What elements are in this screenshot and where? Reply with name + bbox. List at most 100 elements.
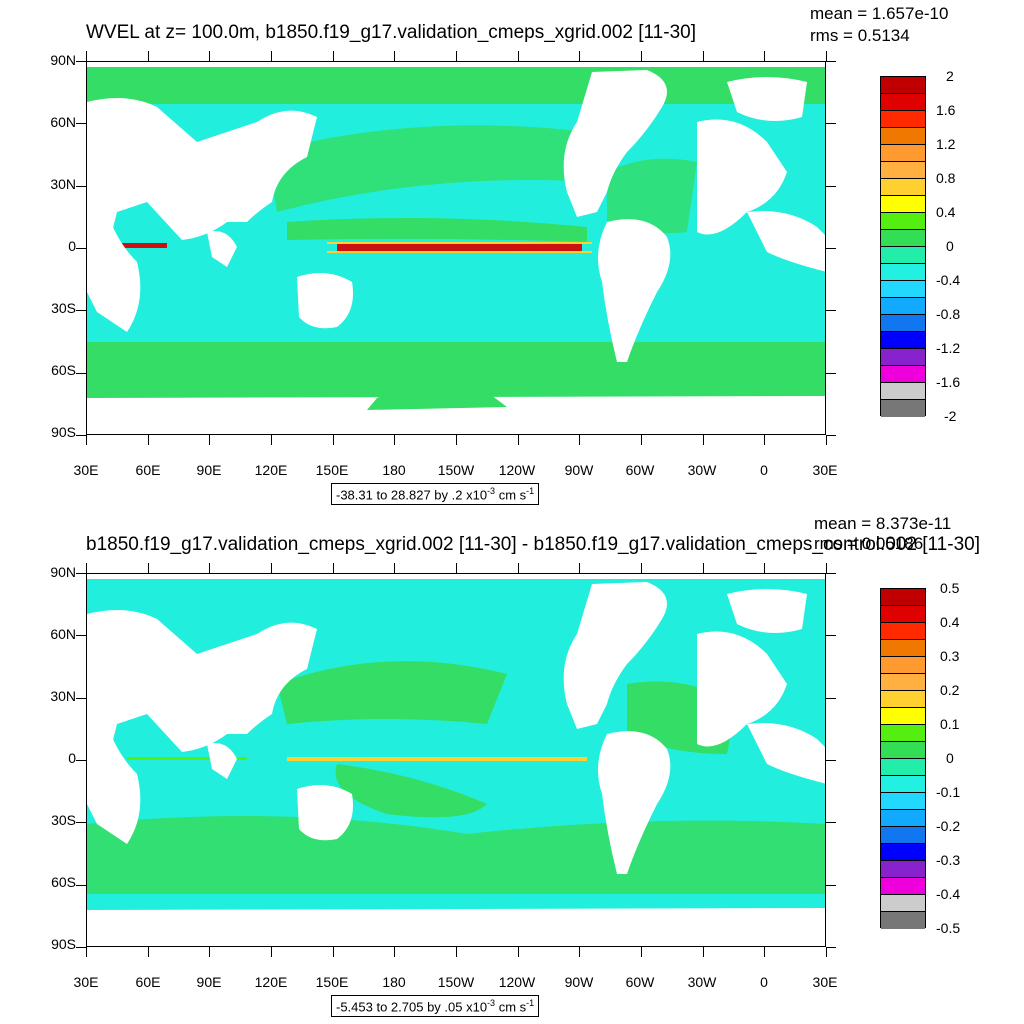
x-tick xyxy=(86,563,87,573)
y-tick xyxy=(76,947,86,948)
x-tick xyxy=(456,563,457,573)
y-tick xyxy=(76,573,86,574)
x-tick xyxy=(333,947,334,957)
y-tick xyxy=(826,373,836,374)
y-tick xyxy=(826,61,836,62)
bottom-range-label: -5.453 to 2.705 by .05 x10-3 cm s-1 xyxy=(331,995,540,1018)
bottom-map-plot xyxy=(86,573,826,947)
x-tick xyxy=(148,947,149,957)
lon-label: 90E xyxy=(196,974,222,990)
x-tick xyxy=(394,947,395,957)
x-tick xyxy=(703,563,704,573)
x-tick xyxy=(826,435,827,445)
x-tick xyxy=(518,435,519,445)
lat-label: 90S xyxy=(51,424,76,440)
colorbar-label: 0.2 xyxy=(940,682,960,698)
x-tick xyxy=(333,563,334,573)
x-tick xyxy=(394,563,395,573)
colorbar-label: 0.3 xyxy=(940,648,960,664)
x-tick xyxy=(579,563,580,573)
x-tick xyxy=(764,947,765,957)
lat-label: 60S xyxy=(51,362,76,378)
x-tick xyxy=(148,435,149,445)
bottom-mean-stat: mean = 8.373e-11 xyxy=(814,514,952,533)
x-tick xyxy=(209,563,210,573)
colorbar-label: 0.8 xyxy=(936,170,956,186)
x-tick xyxy=(456,51,457,61)
lat-label: 60N xyxy=(50,626,76,642)
australia-land xyxy=(297,785,353,841)
y-tick xyxy=(76,186,86,187)
top-colorbar xyxy=(880,76,926,417)
x-tick xyxy=(826,563,827,573)
lat-label: 30N xyxy=(50,176,76,192)
lat-label: 60N xyxy=(50,114,76,130)
x-tick xyxy=(579,51,580,61)
lon-label: 150W xyxy=(437,462,475,478)
lat-label: 90N xyxy=(50,52,76,68)
lon-label: 0 xyxy=(760,462,768,478)
lat-label: 0 xyxy=(68,750,76,766)
y-tick xyxy=(826,885,836,886)
lon-label: 60W xyxy=(625,974,655,990)
y-tick xyxy=(826,635,836,636)
x-tick xyxy=(641,563,642,573)
lon-label: 120E xyxy=(254,462,288,478)
lat-label: 90S xyxy=(51,936,76,952)
y-tick xyxy=(826,123,836,124)
equatorial-anomaly xyxy=(287,757,587,761)
y-tick xyxy=(76,635,86,636)
x-tick xyxy=(456,435,457,445)
greenland-land xyxy=(727,589,807,633)
lon-label: 30W xyxy=(687,462,717,478)
lon-label: 150E xyxy=(315,974,349,990)
antarctica-land xyxy=(87,908,825,946)
top-mean-stat: mean = 1.657e-10 xyxy=(810,4,949,23)
colorbar-label: 0.1 xyxy=(940,716,960,732)
x-tick xyxy=(826,947,827,957)
y-tick xyxy=(76,760,86,761)
lat-label: 60S xyxy=(51,874,76,890)
x-tick xyxy=(86,51,87,61)
north-pacific-green xyxy=(267,125,597,212)
x-tick xyxy=(394,435,395,445)
y-tick xyxy=(76,373,86,374)
x-tick xyxy=(826,51,827,61)
y-tick xyxy=(76,310,86,311)
lat-label: 90N xyxy=(50,564,76,580)
colorbar-label: 0.5 xyxy=(940,580,960,596)
x-tick xyxy=(703,51,704,61)
colorbar-label: -0.4 xyxy=(936,886,961,902)
x-tick xyxy=(579,435,580,445)
colorbar-label: 0 xyxy=(946,750,954,766)
colorbar-label: -0.2 xyxy=(936,818,961,834)
equatorial-core xyxy=(337,243,582,251)
colorbar-label: -0.5 xyxy=(936,920,961,936)
lat-label: 30S xyxy=(51,812,76,828)
top-map-title: WVEL at z= 100.0m, b1850.f19_g17.validat… xyxy=(86,22,696,43)
lon-label: 60E xyxy=(135,974,161,990)
top-map-panel: WVEL at z= 100.0m, b1850.f19_g17.validat… xyxy=(50,4,961,506)
lon-label: 120W xyxy=(498,462,536,478)
x-tick xyxy=(703,947,704,957)
colorbar-label: -0.8 xyxy=(936,306,961,322)
y-tick xyxy=(76,61,86,62)
colorbar-label: 2 xyxy=(946,68,954,84)
lat-label: 0 xyxy=(68,238,76,254)
lon-label: 150W xyxy=(437,974,475,990)
y-tick xyxy=(76,698,86,699)
bottom-map-title: b1850.f19_g17.validation_cmeps_xgrid.002… xyxy=(86,534,980,555)
x-tick xyxy=(641,435,642,445)
x-tick xyxy=(703,435,704,445)
x-tick xyxy=(86,435,87,445)
y-tick xyxy=(76,248,86,249)
x-tick xyxy=(764,51,765,61)
lon-label: 120W xyxy=(498,974,536,990)
y-tick xyxy=(826,435,836,436)
north-america-land xyxy=(563,70,667,217)
lat-label: 30N xyxy=(50,688,76,704)
colorbar-label: -0.4 xyxy=(936,272,961,288)
colorbar-label: -0.1 xyxy=(936,784,961,800)
lon-label: 60E xyxy=(135,462,161,478)
x-tick xyxy=(209,947,210,957)
